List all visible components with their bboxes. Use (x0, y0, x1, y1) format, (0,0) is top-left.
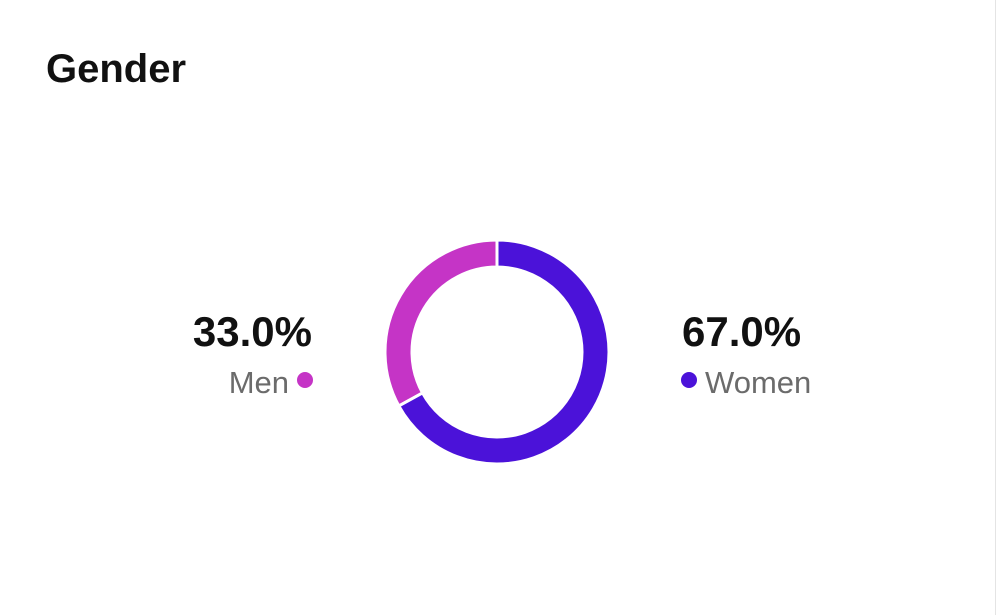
legend-label: Men (229, 365, 289, 400)
legend-label: Women (705, 365, 811, 400)
value-label: 67.0% (682, 308, 801, 355)
legend-dot (297, 372, 313, 388)
chart-title: Gender (46, 47, 186, 91)
donut-segment (396, 238, 611, 466)
legend-dot (681, 372, 697, 388)
value-label: 33.0% (193, 308, 312, 355)
